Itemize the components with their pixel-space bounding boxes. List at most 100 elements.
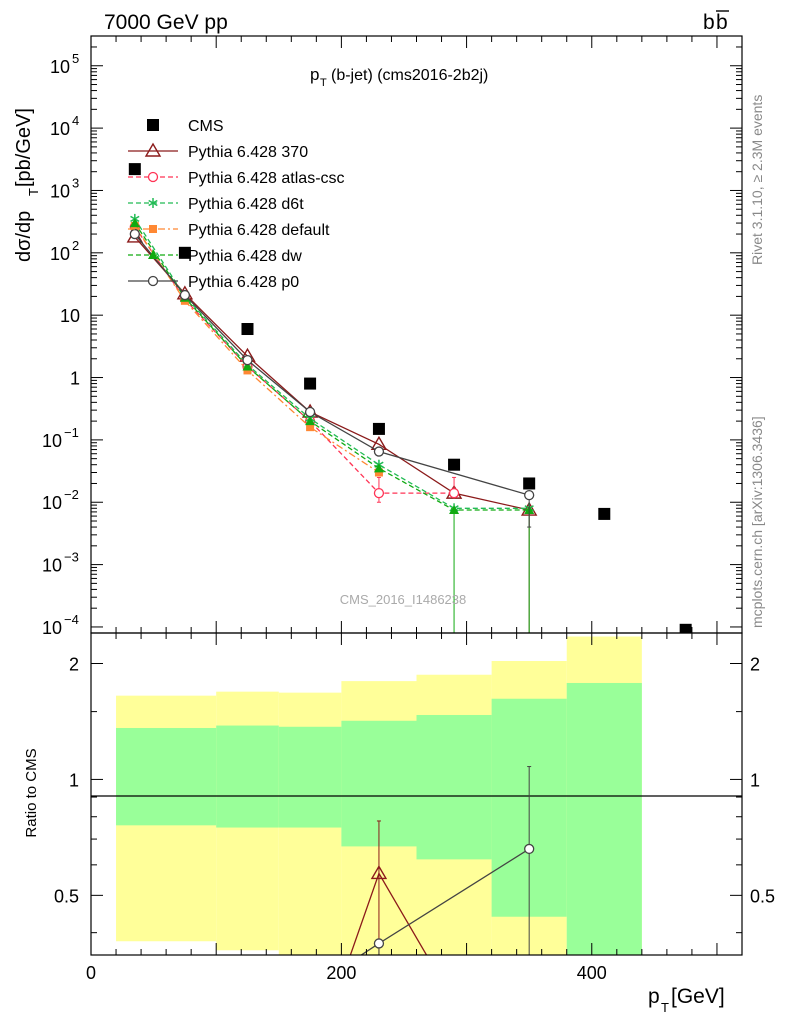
series-line (134, 222, 530, 511)
data-point (241, 323, 254, 336)
data-point (148, 250, 158, 259)
ratio-series-layer (349, 766, 535, 955)
watermark: CMS_2016_I1486238 (340, 592, 467, 607)
legend-entry: Pythia 6.428 370 (128, 142, 308, 161)
x-tick-label: 200 (326, 963, 356, 983)
data-point (306, 423, 315, 432)
data-point (178, 246, 191, 259)
data-point (373, 487, 385, 499)
data-point (448, 487, 460, 499)
y-tick-base: 1 (70, 369, 80, 389)
y-tick-exp: −1 (64, 425, 79, 440)
legend-label: Pythia 6.428 d6t (188, 196, 304, 213)
ratio-y-tick-label: 2 (69, 654, 79, 674)
plot-title-sub: T (320, 77, 327, 89)
y-tick-exp: −3 (64, 550, 79, 565)
ratio-band-green (116, 727, 217, 826)
legend-label: Pythia 6.428 370 (188, 144, 308, 161)
data-point (149, 225, 157, 233)
data-point (304, 377, 317, 390)
y-tick-exp: 4 (72, 113, 79, 128)
series-line (134, 226, 455, 494)
data-point (374, 468, 383, 477)
y-tick-label: 10 4 (50, 113, 79, 139)
data-point (128, 163, 141, 176)
ratio-y-tick-label: 1 (69, 770, 79, 790)
data-point (448, 458, 461, 471)
y-tick-label: 10 −4 (42, 612, 79, 638)
x-label-main: p (648, 985, 660, 1008)
data-point (242, 355, 253, 366)
process-label-bar: b (716, 11, 728, 34)
y-tick-label: 10 5 (50, 51, 79, 77)
y-label-rest: [pb/GeV] (13, 108, 35, 187)
data-point (147, 171, 159, 183)
y-tick-exp: −2 (64, 487, 79, 502)
ratio-axis-ticks: 2 2 1 1 0.5 0.5 0 200 400 (54, 633, 775, 983)
y-tick-label: 10 −2 (42, 487, 79, 513)
legend-label: CMS (188, 118, 224, 135)
x-label-sub: T (661, 1000, 669, 1015)
ratio-plot: 2 2 1 1 0.5 0.5 0 200 400 Ratio to CMS p T [GeV] (23, 632, 775, 1015)
data-point (524, 489, 535, 501)
ratio-plot-frame (90, 632, 743, 956)
ratio-band-green (566, 682, 642, 955)
data-point (598, 507, 611, 520)
legend-entry: Pythia 6.428 d6t (128, 196, 304, 213)
legend-label: Pythia 6.428 atlas-csc (188, 170, 345, 187)
y-tick-base: 10 (50, 119, 70, 139)
ratio-band-green (416, 714, 492, 860)
data-point (305, 416, 316, 426)
legend-entry: CMS (147, 118, 224, 135)
y-label-sub: T (26, 188, 41, 196)
y-tick-label: 1 (70, 369, 80, 389)
y-tick-label: 10 (60, 306, 80, 326)
data-point (373, 446, 385, 457)
data-point (679, 623, 692, 633)
x-tick-label: 0 (86, 963, 96, 983)
ratio-band-green (216, 725, 279, 828)
legend-entry: Pythia 6.428 default (128, 222, 330, 239)
ratio-y-tick-label: 0.5 (54, 886, 79, 906)
y-tick-exp: 5 (72, 51, 79, 66)
legend-label: Pythia 6.428 dw (188, 248, 302, 265)
mcplots-label: mcplots.cern.ch [arXiv:1306.3436] (749, 416, 765, 628)
data-point (129, 218, 140, 228)
data-point (523, 477, 536, 490)
y-tick-base: 10 (42, 431, 62, 451)
plot-title-rest: (b-jet) (cms2016-2b2j) (331, 67, 488, 84)
data-point (242, 361, 253, 371)
ratio-y-tick-label-right: 0.5 (750, 886, 775, 906)
legend-label: Pythia 6.428 default (188, 222, 330, 239)
data-point (449, 505, 460, 515)
data-point (373, 938, 385, 949)
ratio-y-tick-label-right: 2 (750, 654, 760, 674)
legend-entry: Pythia 6.428 p0 (128, 274, 299, 291)
x-axis-label: p T [GeV] (648, 985, 725, 1015)
y-tick-base: 10 (50, 244, 70, 264)
series-0 (128, 163, 692, 633)
series-6 (129, 228, 535, 528)
data-point (144, 142, 162, 157)
y-tick-base: 10 (42, 556, 62, 576)
y-tick-base: 10 (50, 181, 70, 201)
y-tick-label: 10 −1 (42, 425, 79, 451)
data-point (179, 289, 191, 301)
star-stroke (148, 199, 158, 207)
y-tick-base: 10 (60, 306, 80, 326)
data-point (147, 275, 159, 287)
y-tick-exp: −4 (64, 612, 79, 627)
y-tick-exp: 2 (72, 238, 79, 253)
ratio-series-1 (360, 766, 535, 955)
data-point (148, 198, 158, 208)
process-label: b b (703, 10, 729, 34)
y-tick-exp: 3 (72, 175, 79, 190)
data-point (372, 422, 385, 435)
y-label-main: dσ/dp (13, 211, 35, 262)
series-line (134, 233, 530, 496)
y-tick-base: 10 (50, 57, 70, 77)
rivet-label: Rivet 3.1.10, ≥ 2.3M events (749, 95, 765, 265)
